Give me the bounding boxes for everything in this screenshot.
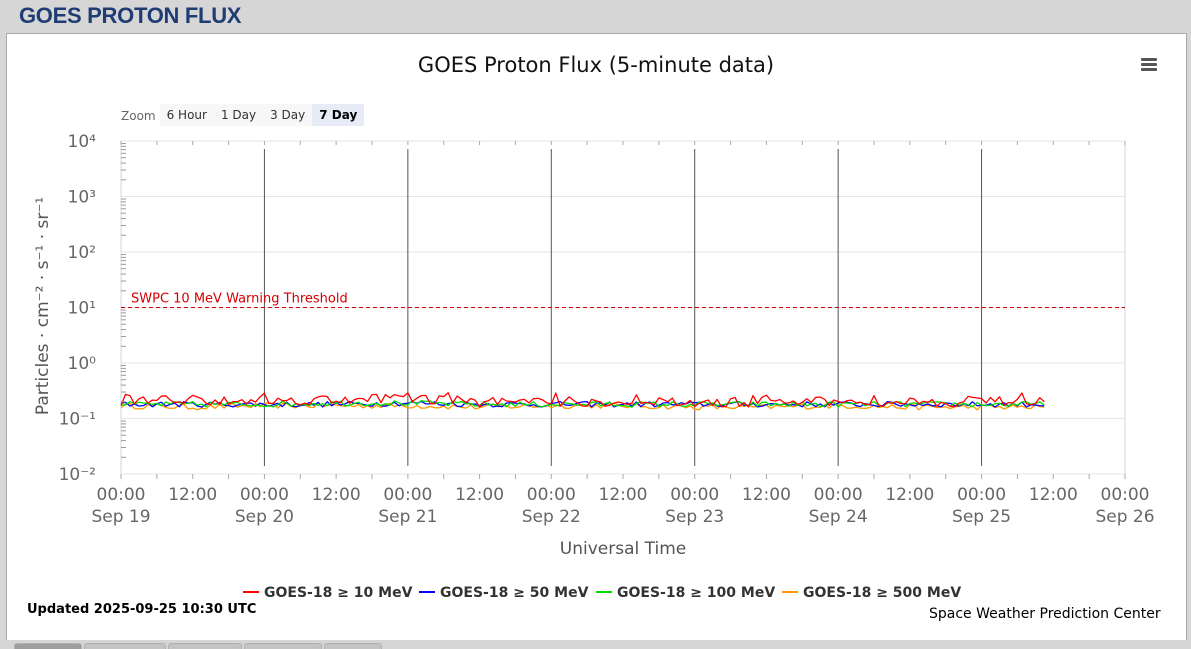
bottom-tab[interactable] [168, 643, 242, 649]
x-tick-label: 00:00 [670, 485, 719, 505]
page-header: GOES PROTON FLUX [0, 0, 1191, 32]
legend-item[interactable]: GOES-18 ≥ 10 MeV [243, 585, 413, 601]
credits-link[interactable]: Space Weather Prediction Center [929, 606, 1161, 622]
zoom-1-day-button[interactable]: 1 Day [213, 104, 264, 126]
x-tick-label: 00:00 [957, 485, 1006, 505]
x-tick-date-label: Sep 25 [952, 507, 1011, 527]
bottom-tab-strip [0, 640, 1191, 649]
x-tick-label: 00:00 [527, 485, 576, 505]
x-tick-label: 00:00 [240, 485, 289, 505]
chart-title: GOES Proton Flux (5-minute data) [418, 53, 774, 77]
zoom-label: Zoom [121, 109, 156, 123]
y-tick-label: 10² [68, 243, 96, 263]
y-tick-label: 10¹ [68, 299, 96, 319]
x-tick-date-label: Sep 23 [665, 507, 724, 527]
y-tick-label: 10⁰ [68, 354, 97, 374]
legend-item[interactable]: GOES-18 ≥ 50 MeV [419, 585, 589, 601]
x-tick-date-label: Sep 24 [809, 507, 868, 527]
zoom-7-day-button[interactable]: 7 Day [312, 104, 365, 126]
x-tick-label: 00:00 [1101, 485, 1150, 505]
chart-menu-button[interactable] [1136, 52, 1162, 78]
bottom-tab[interactable] [244, 643, 322, 649]
x-tick-label: 12:00 [885, 485, 934, 505]
series-line-1 [120, 392, 1045, 408]
updated-timestamp: Updated 2025-09-25 10:30 UTC [27, 602, 257, 617]
y-axis-label: Particles · cm⁻² · s⁻¹ · sr⁻¹ [33, 197, 53, 415]
legend-item[interactable]: GOES-18 ≥ 500 MeV [782, 585, 961, 601]
x-axis-label: Universal Time [560, 539, 686, 559]
x-tick-date-label: Sep 21 [378, 507, 437, 527]
x-tick-date-label: Sep 26 [1095, 507, 1154, 527]
x-tick-date-label: Sep 22 [522, 507, 581, 527]
hamburger-menu-icon [1141, 58, 1157, 61]
x-tick-label: 12:00 [742, 485, 791, 505]
zoom-3-day-button[interactable]: 3 Day [263, 104, 313, 126]
legend-label: GOES-18 ≥ 50 MeV [440, 585, 589, 601]
legend-label: GOES-18 ≥ 100 MeV [617, 585, 775, 601]
x-tick-label: 12:00 [455, 485, 504, 505]
zoom-selector: Zoom 6 Hour 1 Day 3 Day 7 Day [121, 103, 365, 127]
chart-panel [6, 33, 1187, 641]
legend-label: GOES-18 ≥ 500 MeV [803, 585, 961, 601]
legend-item[interactable]: GOES-18 ≥ 100 MeV [596, 585, 775, 601]
y-tick-label: 10³ [68, 188, 96, 208]
x-tick-label: 12:00 [599, 485, 648, 505]
threshold-label: SWPC 10 MeV Warning Threshold [131, 292, 348, 307]
x-tick-label: 12:00 [1029, 485, 1078, 505]
y-tick-label: 10⁻² [59, 465, 96, 485]
zoom-6-hour-button[interactable]: 6 Hour [159, 104, 214, 126]
y-tick-label: 10⁻¹ [59, 410, 96, 430]
bottom-tab[interactable] [14, 643, 82, 649]
x-tick-label: 00:00 [97, 485, 146, 505]
bottom-tab[interactable] [324, 643, 382, 649]
legend-label: GOES-18 ≥ 10 MeV [264, 585, 413, 601]
x-tick-date-label: Sep 20 [235, 507, 294, 527]
x-tick-label: 00:00 [814, 485, 863, 505]
page-title: GOES PROTON FLUX [19, 3, 242, 28]
x-tick-label: 12:00 [312, 485, 361, 505]
y-tick-label: 10⁴ [68, 132, 97, 152]
x-tick-date-label: Sep 19 [91, 507, 150, 527]
bottom-tab[interactable] [84, 643, 166, 649]
x-tick-label: 12:00 [168, 485, 217, 505]
x-tick-label: 00:00 [383, 485, 432, 505]
